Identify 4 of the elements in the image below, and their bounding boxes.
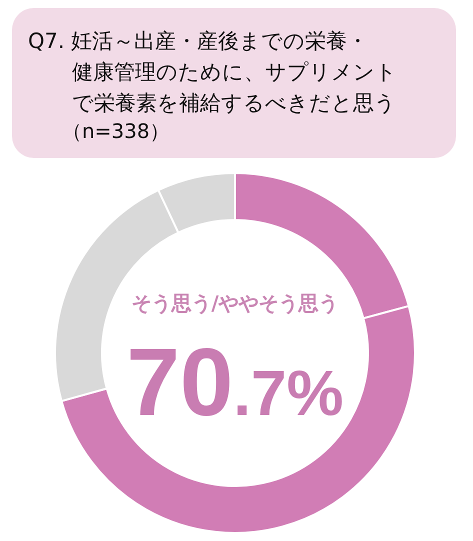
- text: 70.7%: [126, 329, 344, 436]
- chart-title: Q7. 妊活～出産・産後までの栄養・健康管理のために、サプリメントで栄養素を補給するべきだと思う: [28, 29, 397, 115]
- chart-subtitle: （n=338）: [62, 119, 170, 143]
- text: そう思う/ややそう思う: [131, 291, 339, 315]
